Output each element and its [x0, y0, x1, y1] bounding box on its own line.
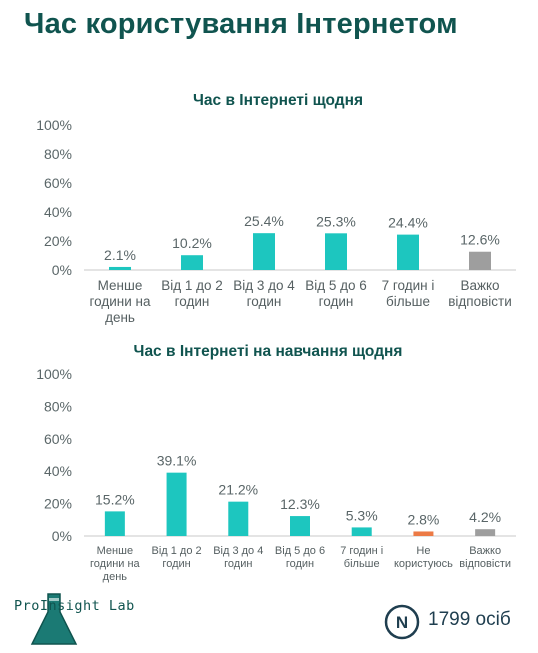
bar	[397, 234, 419, 270]
y-tick-label: 100%	[36, 366, 72, 382]
x-tick-label: Від 3 до 4 годин	[233, 278, 295, 309]
bar	[475, 529, 496, 536]
flask-icon	[30, 593, 78, 645]
x-tick-label-line: більше	[386, 294, 430, 309]
x-tick-label-line: годин	[247, 294, 282, 309]
x-tick-label-line: годин	[224, 558, 252, 570]
y-tick-label: 20%	[44, 496, 72, 512]
bar	[228, 501, 249, 536]
y-tick-label: 60%	[44, 175, 72, 191]
chart-title: Час в Інтернеті на навчання щодня	[134, 343, 403, 360]
x-tick-label: Від 5 до 6 годин	[275, 545, 325, 570]
x-tick-label: 7 годин і більше	[382, 278, 435, 309]
x-tick-label: Від 1 до 2 годин	[152, 545, 202, 570]
logo-text: ProInsight Lab	[14, 598, 135, 614]
x-tick-label-line: 7 годин і	[340, 545, 383, 557]
x-tick-label-line: Від 3 до 4	[233, 278, 295, 293]
data-label: 12.6%	[460, 232, 500, 248]
y-tick-label: 100%	[36, 117, 72, 133]
data-label: 2.8%	[407, 511, 439, 527]
data-label: 4.2%	[469, 509, 501, 525]
sample-badge-letter: N	[396, 613, 408, 632]
x-tick-label: Від 5 до 6 годин	[305, 278, 367, 309]
bar	[109, 266, 131, 270]
x-tick-label-line: години на	[90, 558, 141, 570]
x-tick-label-line: день	[103, 571, 128, 583]
x-tick-label-line: годин	[319, 294, 354, 309]
x-tick-label-line: Важко	[460, 278, 499, 293]
data-label: 5.3%	[346, 507, 378, 523]
x-tick-label-line: Важко	[469, 545, 501, 557]
y-tick-label: 40%	[44, 204, 72, 220]
chart-title: Час в Інтернеті щодня	[193, 92, 363, 109]
y-tick-label: 20%	[44, 233, 72, 249]
bar	[413, 531, 434, 536]
y-tick-label: 0%	[52, 528, 72, 544]
data-label: 21.2%	[218, 482, 258, 498]
x-tick-label-line: відповісти	[448, 294, 512, 309]
bar	[166, 472, 187, 536]
y-tick-label: 80%	[44, 398, 72, 414]
x-tick-label: 7 годин і більше	[340, 545, 383, 570]
x-tick-label-line: день	[105, 310, 135, 325]
y-tick-label: 0%	[52, 262, 72, 278]
x-tick-label-line: Менше	[97, 545, 133, 557]
x-tick-label: Від 1 до 2 годин	[161, 278, 223, 309]
x-tick-label-line: Від 5 до 6	[275, 545, 325, 557]
x-tick-label: Важко відповісти	[459, 545, 511, 570]
bar	[290, 516, 310, 536]
data-label: 2.1%	[104, 247, 136, 263]
sample-count: 1799 осіб	[428, 609, 511, 630]
data-label: 10.2%	[172, 235, 212, 251]
x-tick-label-line: Не	[416, 545, 430, 557]
data-label: 25.3%	[316, 213, 356, 229]
y-tick-label: 40%	[44, 463, 72, 479]
bar	[469, 251, 491, 270]
bar	[181, 255, 203, 270]
x-tick-label-line: Від 5 до 6	[305, 278, 367, 293]
x-tick-label-line: годин	[162, 558, 190, 570]
y-tick-label: 60%	[44, 431, 72, 447]
x-tick-label-line: годин	[175, 294, 210, 309]
data-label: 12.3%	[280, 496, 320, 512]
bar	[104, 511, 125, 536]
x-tick-label-line: години на	[90, 294, 151, 309]
x-tick-label: Менше години на день	[90, 278, 151, 325]
x-tick-label: Менше години на день	[90, 545, 141, 583]
daily-internet-chart: Час в Інтернеті щодня 0% 20% 40% 60% 80% 100% 2…	[36, 92, 516, 325]
bar	[351, 527, 372, 536]
data-label: 15.2%	[95, 491, 135, 507]
x-tick-label-line: більше	[344, 558, 380, 570]
x-tick-label-line: відповісти	[459, 558, 511, 570]
y-tick-label: 80%	[44, 146, 72, 162]
bar	[253, 233, 275, 270]
data-label: 24.4%	[388, 215, 428, 231]
x-tick-label-line: Від 1 до 2	[161, 278, 223, 293]
x-tick-label-line: користуюсь	[394, 558, 453, 570]
x-tick-label-line: годин	[286, 558, 314, 570]
x-tick-label: Важко відповісти	[448, 278, 512, 309]
x-tick-label-line: Від 1 до 2	[152, 545, 202, 557]
x-tick-label: Не користуюсь	[394, 545, 453, 570]
study-internet-chart: Час в Інтернеті на навчання щодня 0% 20% 40…	[36, 343, 516, 583]
x-tick-label-line: Менше	[98, 278, 143, 293]
data-label: 25.4%	[244, 213, 284, 229]
x-tick-label: Від 3 до 4 годин	[213, 545, 263, 570]
bar	[325, 233, 347, 270]
sample-size-icon: N	[384, 604, 420, 640]
x-tick-label-line: 7 годин і	[382, 278, 435, 293]
data-label: 39.1%	[157, 453, 197, 469]
x-tick-label-line: Від 3 до 4	[213, 545, 263, 557]
page-title: Час користування Інтернетом	[24, 8, 458, 40]
proinsight-logo: ProInsight Lab	[14, 592, 184, 648]
